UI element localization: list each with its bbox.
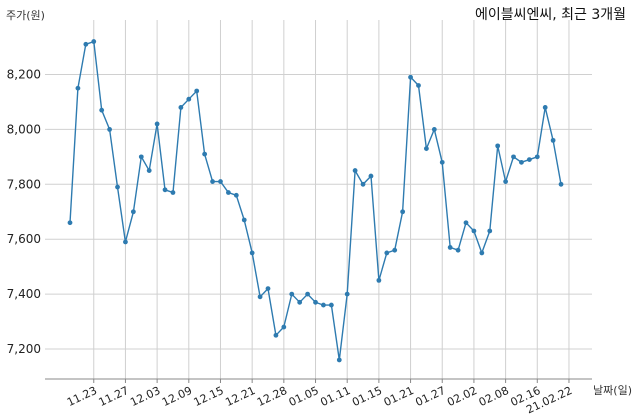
data-point xyxy=(202,151,208,157)
data-point xyxy=(67,220,73,226)
data-point xyxy=(408,74,413,80)
data-point xyxy=(542,105,548,110)
data-point xyxy=(479,250,485,256)
x-tick-label: 01.15 xyxy=(350,384,384,409)
y-tick-label: 7,800 xyxy=(7,177,41,191)
data-point xyxy=(99,107,105,113)
x-axis-label: 날짜(일) xyxy=(593,384,632,397)
data-point xyxy=(257,294,263,300)
data-point xyxy=(170,190,176,195)
data-point xyxy=(194,88,200,94)
x-tick-label: 01.21 xyxy=(382,384,416,409)
data-point xyxy=(162,187,168,193)
data-point xyxy=(463,220,469,226)
data-point xyxy=(75,85,81,91)
data-point xyxy=(526,157,532,162)
data-point xyxy=(130,209,136,215)
data-point xyxy=(447,245,453,250)
data-point xyxy=(297,299,303,305)
data-point xyxy=(336,357,342,363)
y-tick-label: 7,600 xyxy=(7,232,41,246)
data-point xyxy=(328,302,334,308)
data-point xyxy=(439,159,445,165)
data-point xyxy=(392,247,398,253)
data-point xyxy=(249,250,255,256)
x-tick-label: 12.03 xyxy=(128,384,162,409)
data-point xyxy=(471,228,477,234)
data-point xyxy=(146,168,152,173)
x-tick-label: 11.27 xyxy=(97,384,131,409)
data-point xyxy=(400,209,406,215)
x-tick-label: 12.28 xyxy=(255,384,289,409)
data-point xyxy=(416,83,421,88)
data-point xyxy=(186,96,192,102)
data-point xyxy=(487,228,493,234)
data-point xyxy=(534,154,540,160)
chart-title: 에이블씨엔씨, 최근 3개월 xyxy=(474,7,626,23)
y-tick-label: 8,200 xyxy=(7,68,41,82)
data-point xyxy=(241,217,247,223)
data-point xyxy=(360,181,366,187)
data-point xyxy=(218,179,223,184)
data-point xyxy=(455,247,461,253)
data-point xyxy=(503,179,508,184)
x-tick-label: 12.21 xyxy=(223,384,257,409)
data-point xyxy=(154,121,160,127)
data-point xyxy=(226,190,231,195)
x-tick-label: 01.05 xyxy=(287,384,321,409)
data-point xyxy=(233,192,239,198)
data-point xyxy=(495,143,501,149)
x-tick-label: 12.09 xyxy=(160,384,194,409)
data-point xyxy=(91,39,97,44)
y-tick-label: 8,000 xyxy=(7,122,41,136)
data-point xyxy=(321,302,326,308)
data-point xyxy=(550,137,556,143)
y-tick-label: 7,400 xyxy=(7,287,41,301)
data-point xyxy=(138,154,144,160)
y-axis-label: 주가(원) xyxy=(6,9,45,22)
data-point xyxy=(376,277,382,283)
x-tick-label: 02.02 xyxy=(445,384,479,409)
data-point xyxy=(210,179,215,184)
data-point xyxy=(289,291,295,297)
data-point xyxy=(511,154,516,160)
x-tick-label: 01.27 xyxy=(413,384,447,409)
data-point xyxy=(352,168,358,173)
x-tick-label: 11.23 xyxy=(65,384,99,409)
data-point xyxy=(384,250,390,256)
data-point xyxy=(123,239,128,245)
data-point xyxy=(115,184,120,190)
data-point xyxy=(178,105,184,110)
data-point xyxy=(558,181,564,187)
data-point xyxy=(305,291,310,297)
y-tick-label: 7,200 xyxy=(7,342,41,356)
data-point xyxy=(107,126,112,132)
x-tick-label: 12.15 xyxy=(192,384,226,409)
data-point xyxy=(519,159,524,165)
data-point xyxy=(83,41,89,47)
data-point xyxy=(368,173,374,179)
data-point xyxy=(424,146,429,152)
x-tick-label: 01.11 xyxy=(318,384,352,409)
data-point xyxy=(344,291,350,297)
data-point xyxy=(313,299,318,305)
data-point xyxy=(281,324,287,330)
data-point xyxy=(273,332,279,338)
x-tick-label: 02.08 xyxy=(477,384,511,409)
data-point xyxy=(265,286,271,292)
data-point xyxy=(431,126,437,132)
